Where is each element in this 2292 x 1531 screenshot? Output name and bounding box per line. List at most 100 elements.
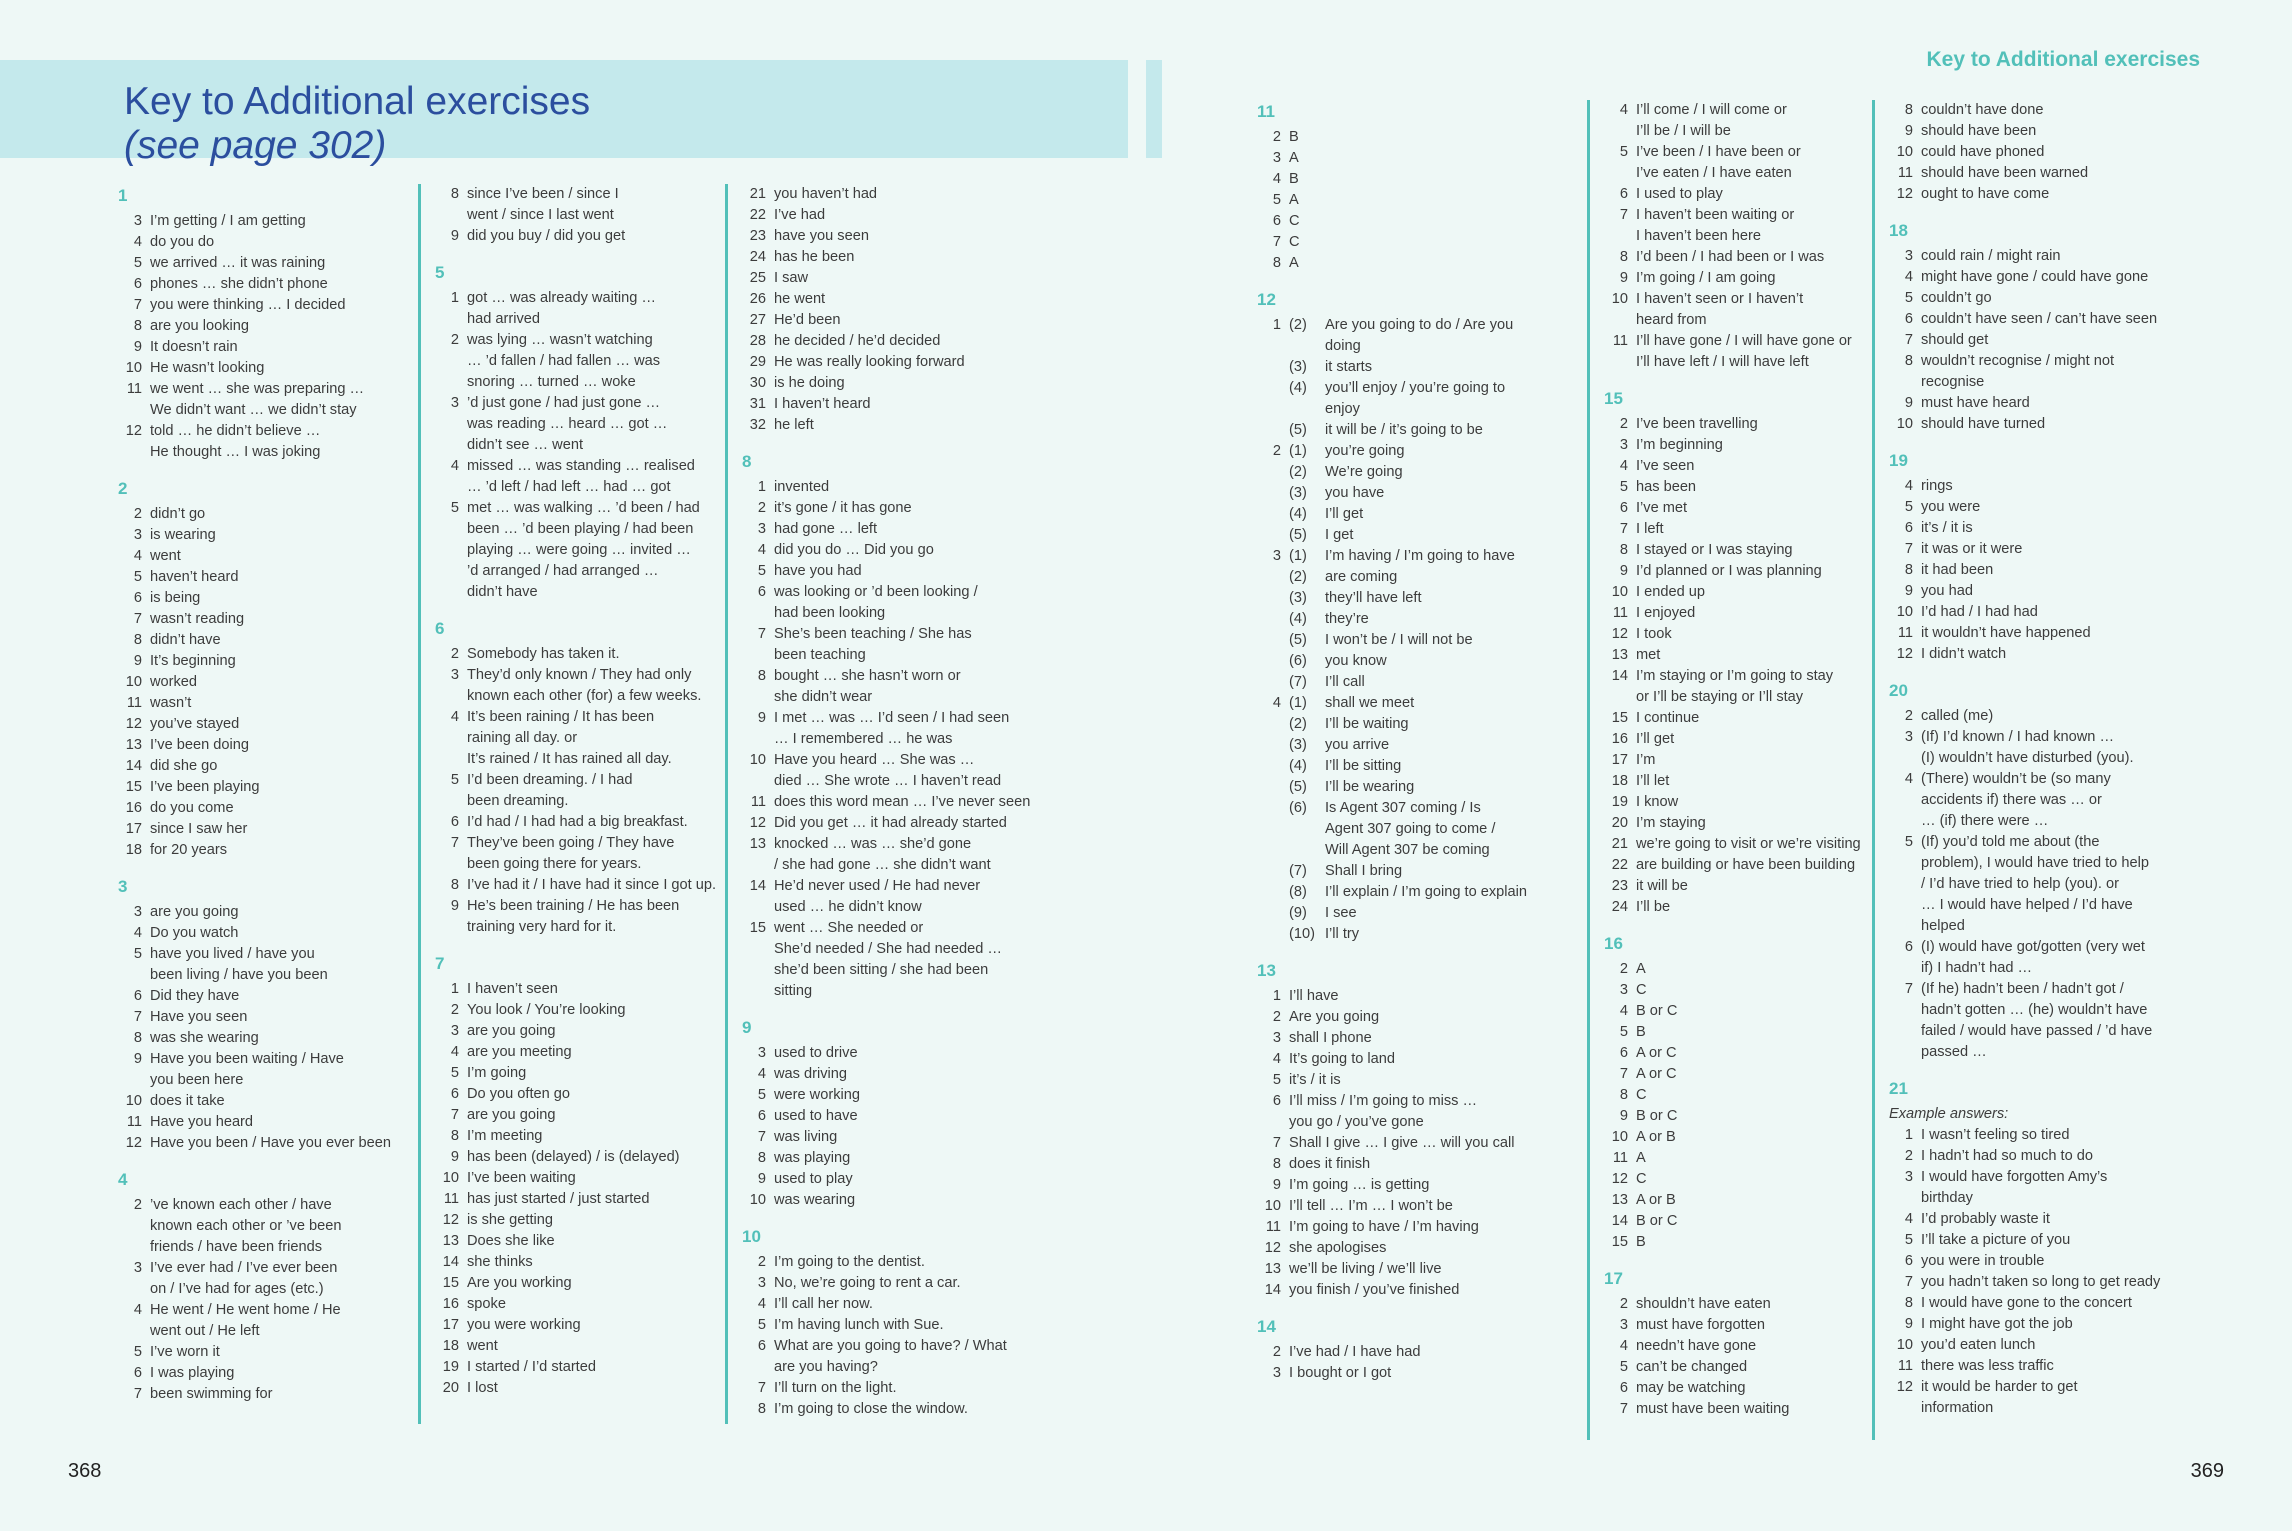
answer-number: 10 [125, 674, 142, 690]
answer-subnumber: (5) [1289, 779, 1307, 795]
answer-item: 16 do you come [118, 798, 408, 819]
answer-number: 12 [1264, 1240, 1281, 1256]
exercise-section: 4 2’ve known each other / have known each… [118, 1168, 408, 1405]
answer-number: 3 [1272, 150, 1281, 166]
answer-number: 5 [757, 1087, 766, 1103]
answer-item: 9 should have been [1889, 121, 2189, 142]
exercise-section: 9 3 used to drive 4 was driving 5 were working… [742, 1016, 1038, 1211]
answer-text: A or B [1636, 1192, 1676, 1208]
answer-text: A [1289, 255, 1299, 271]
answer-text: we arrived … it was raining [150, 255, 326, 271]
answer-number: 24 [1611, 899, 1628, 915]
answer-text: I hadn’t had so much to do [1921, 1148, 2093, 1164]
answer-item: 7 They’ve been going / They have been goi… [435, 833, 727, 875]
page-title: Key to Additional exercises (see page 30… [124, 80, 590, 168]
answer-text: He’d been [774, 312, 841, 328]
answer-number: 5 [133, 1344, 142, 1360]
answer-subnumber: (7) [1289, 863, 1307, 879]
answer-number: 12 [1896, 186, 1913, 202]
answer-text: was lying … wasn’t watching … ’d fallen … [467, 332, 661, 390]
answer-number: 3 [133, 1260, 142, 1276]
answer-item: 11 I enjoyed [1604, 603, 1889, 624]
page-number-right: 369 [2190, 1460, 2224, 1482]
answer-number: 28 [749, 333, 766, 349]
answer-item: 5 I’ve been / I have been or I’ve eaten /… [1604, 142, 1889, 184]
answer-number: 4 [133, 234, 142, 250]
answer-number: 2 [450, 1002, 459, 1018]
answer-text: for 20 years [150, 842, 228, 858]
answer-number: 11 [126, 1114, 142, 1130]
answer-number: 32 [749, 417, 766, 433]
answer-text: are building or have been building [1636, 857, 1856, 873]
answer-number: 8 [757, 1150, 766, 1166]
answer-item: 12 Did you get … it had already started [742, 813, 1038, 834]
answer-text: I met … was … I’d seen / I had seen … I … [774, 710, 1010, 747]
answer-number: 3 [1272, 1365, 1281, 1381]
answer-text: I’ll be [1636, 899, 1671, 915]
answer-item: 3 They’d only known / They had only known… [435, 665, 727, 707]
answer-number: 2 [1619, 416, 1628, 432]
answer-item: 5 I’ll take a picture of you [1889, 1230, 2189, 1251]
answer-number: 19 [1611, 794, 1628, 810]
answer-text: A [1289, 150, 1299, 166]
answer-text: it’s gone / it has gone [774, 500, 912, 516]
answer-item: 10 I ended up [1604, 582, 1889, 603]
answer-text: I might have got the job [1921, 1316, 2073, 1332]
answer-text: He wasn’t looking [150, 360, 265, 376]
answer-item: 6 (I) would have got/gotten (very wet if)… [1889, 937, 2189, 979]
answer-number: 2 [1904, 708, 1913, 724]
answer-item: 8 couldn’t have done [1889, 100, 2189, 121]
answer-item: 2 You look / You’re looking [435, 1000, 727, 1021]
answer-number: 2 [450, 332, 459, 348]
answer-text: Shall I give … I give … will you call [1289, 1135, 1515, 1151]
answer-number: 4 [757, 542, 766, 558]
answer-item: 6 couldn’t have seen / can’t have seen [1889, 309, 2189, 330]
answer-text: we’re going to visit or we’re visiting [1636, 836, 1861, 852]
answer-item: 6 is being [118, 588, 408, 609]
answer-number: 7 [1904, 1274, 1913, 1290]
answer-item: 4 missed … was standing … realised … ’d l… [435, 456, 727, 498]
answer-text: missed … was standing … realised … ’d le… [467, 458, 695, 495]
answer-number: 10 [442, 1170, 459, 1186]
answer-text: It’s been raining / It has been raining … [467, 709, 672, 767]
answer-number: 5 [1904, 499, 1913, 515]
answer-number: 22 [749, 207, 766, 223]
answer-text: she thinks [467, 1254, 533, 1270]
answer-text: couldn’t have seen / can’t have seen [1921, 311, 2158, 327]
answer-text: Did they have [150, 988, 240, 1004]
answer-subnumber: (5) [1289, 422, 1307, 438]
answer-item: 7 (If he) hadn’t been / hadn’t got / hadn… [1889, 979, 2189, 1063]
answer-subnumber: (3) [1289, 737, 1307, 753]
answer-text: it’s / it is [1921, 520, 1973, 536]
answer-text: I haven’t been waiting or I haven’t been… [1636, 207, 1795, 244]
exercise-number: 8 [742, 452, 752, 471]
answer-item: 18 went [435, 1336, 727, 1357]
answer-number: 2 [757, 1254, 766, 1270]
answer-item: 18 for 20 years [118, 840, 408, 861]
answer-text: we went … she was preparing … We didn’t … [150, 381, 365, 418]
answer-item: 7 Have you seen [118, 1007, 408, 1028]
answer-number: 3 [757, 521, 766, 537]
answer-item: 30 is he doing [742, 373, 1038, 394]
answer-subitem: (4) I’ll be sitting [1289, 756, 1557, 777]
answer-item: 9 I’m going / I am going [1604, 268, 1889, 289]
answer-text: He was really looking forward [774, 354, 965, 370]
answer-item: 3 I would have forgotten Amy’s birthday [1889, 1167, 2189, 1209]
answer-text: What are you going to have? / What are y… [774, 1338, 1007, 1375]
answer-text: I’ll have [1289, 988, 1339, 1004]
answer-number: 6 [1619, 1380, 1628, 1396]
answer-text: B [1636, 1024, 1646, 1040]
answer-subnumber: (5) [1289, 632, 1307, 648]
answer-item: 13 Does she like [435, 1231, 727, 1252]
answer-text: must have heard [1921, 395, 2030, 411]
answer-text: do you do [150, 234, 215, 250]
answer-subitems: (1) I’m having / I’m going to have (2) are … [1289, 546, 1557, 693]
answer-number: 9 [757, 1171, 766, 1187]
answer-number: 24 [749, 249, 766, 265]
answer-item: 15 went … She needed or She’d needed / Sh… [742, 918, 1038, 1002]
answer-text: knocked … was … she’d gone / she had gon… [774, 836, 991, 873]
exercise-number: 20 [1889, 681, 1908, 700]
answer-text: he decided / he’d decided [774, 333, 941, 349]
answer-item: 11 should have been warned [1889, 163, 2189, 184]
